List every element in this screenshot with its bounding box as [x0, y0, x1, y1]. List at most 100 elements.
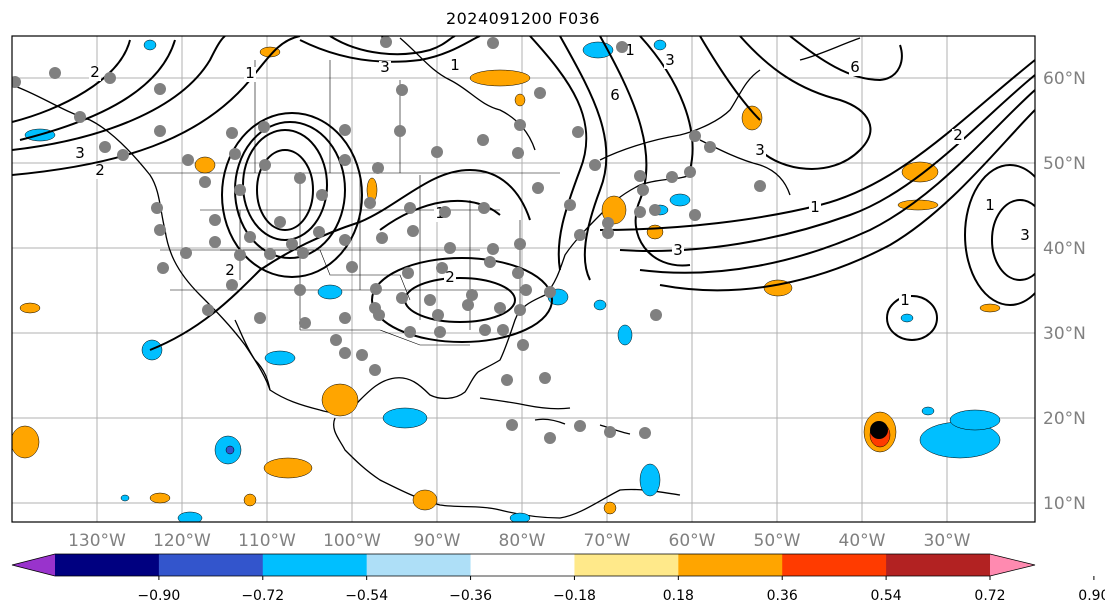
station-dot: [544, 286, 556, 298]
station-dot: [372, 162, 384, 174]
longitude-tick-label: 80°W: [499, 531, 546, 551]
station-dot: [512, 147, 524, 159]
contour-label: 3: [75, 144, 85, 162]
contour-label: 3: [1020, 226, 1030, 244]
station-dot: [634, 206, 646, 218]
station-dot: [99, 141, 111, 153]
station-dot: [439, 206, 451, 218]
map-title: 2024091200 F036: [445, 9, 601, 28]
station-dot: [649, 204, 661, 216]
station-dot: [104, 72, 116, 84]
colorbar-tick-label: −0.18: [553, 588, 596, 604]
contour-label: 3: [673, 241, 683, 259]
station-dot: [466, 289, 478, 301]
longitude-tick-label: 40°W: [839, 531, 886, 551]
station-dot: [431, 146, 443, 158]
station-dot: [572, 126, 584, 138]
station-dot: [432, 309, 444, 321]
station-dot: [274, 216, 286, 228]
station-dot: [316, 189, 328, 201]
station-dot: [330, 334, 342, 346]
station-dot: [589, 159, 601, 171]
colorbar-tick-label: 0.72: [974, 588, 1005, 604]
station-dot: [650, 309, 662, 321]
station-dot: [634, 170, 646, 182]
latitude-tick-label: 50°N: [1043, 154, 1086, 174]
longitude-tick-label: 130°W: [68, 531, 126, 551]
station-dot: [424, 294, 436, 306]
contour-label: 1: [625, 41, 635, 59]
station-dot: [339, 124, 351, 136]
station-dot: [229, 148, 241, 160]
station-markers: [12, 36, 766, 444]
station-dot: [402, 267, 414, 279]
station-dot: [506, 419, 518, 431]
colorbar-tick-label: 0.54: [871, 588, 902, 604]
colorbar-bin: [470, 554, 575, 576]
station-dot: [501, 374, 513, 386]
station-dot: [684, 166, 696, 178]
station-dot: [182, 154, 194, 166]
contour-lines: [12, 36, 1035, 351]
station-dot: [444, 242, 456, 254]
station-dot: [346, 261, 358, 273]
latitude-tick-label: 40°N: [1043, 239, 1086, 259]
station-dot: [258, 121, 270, 133]
station-dot: [12, 76, 21, 88]
station-dot: [154, 125, 166, 137]
colorbar: −0.90 −0.72 −0.54 −0.36 −0.18 0.18 0.36 0.54 0.7…: [11, 553, 1105, 604]
station-dot: [544, 432, 556, 444]
station-dot: [339, 347, 351, 359]
station-dot: [534, 87, 546, 99]
station-dot: [202, 304, 214, 316]
station-dot: [339, 154, 351, 166]
longitude-tick-label: 60°W: [669, 531, 716, 551]
station-dot: [497, 324, 509, 336]
station-dot: [74, 111, 86, 123]
latitude-axis-labels: 60°N 50°N 40°N 30°N 20°N 10°N: [1043, 69, 1086, 514]
station-dot: [539, 372, 551, 384]
station-dot: [602, 227, 614, 239]
contour-labels: 231631263113211326312: [74, 36, 1031, 309]
station-dot: [602, 217, 614, 229]
station-dot: [574, 420, 586, 432]
contour-label: 3: [665, 51, 675, 69]
station-dot: [199, 176, 211, 188]
station-dot: [407, 225, 419, 237]
contour-label: 1: [985, 196, 995, 214]
station-dot: [226, 127, 238, 139]
longitude-tick-label: 120°W: [153, 531, 211, 551]
station-dot: [294, 284, 306, 296]
station-dot: [234, 184, 246, 196]
station-dot: [286, 238, 298, 250]
station-dot: [209, 214, 221, 226]
station-dot: [512, 267, 524, 279]
station-dot: [689, 130, 701, 142]
colorbar-tick-label: −0.54: [345, 588, 388, 604]
station-dot: [462, 299, 474, 311]
colorbar-bin: [574, 554, 679, 576]
station-dot: [404, 202, 416, 214]
contour-label: 6: [610, 86, 620, 104]
contour-label: 2: [90, 63, 100, 81]
colorbar-extend-max: [990, 554, 1035, 576]
station-dot: [574, 229, 586, 241]
station-dot: [254, 312, 266, 324]
map-frame: [11, 35, 1036, 523]
station-dot: [154, 83, 166, 95]
contour-label: 2: [225, 261, 235, 279]
station-dot: [226, 279, 238, 291]
station-dot: [436, 262, 448, 274]
station-dot: [564, 199, 576, 211]
colorbar-tick-label: 0.36: [767, 588, 798, 604]
latitude-tick-label: 30°N: [1043, 324, 1086, 344]
colorbar-bin: [366, 554, 472, 576]
station-dot: [49, 67, 61, 79]
station-dot: [244, 231, 256, 243]
station-dot: [754, 180, 766, 192]
station-dot: [704, 141, 716, 153]
colorbar-tick-label: 0.90: [1078, 588, 1105, 604]
station-dot: [264, 248, 276, 260]
contour-label: 2: [445, 268, 455, 286]
